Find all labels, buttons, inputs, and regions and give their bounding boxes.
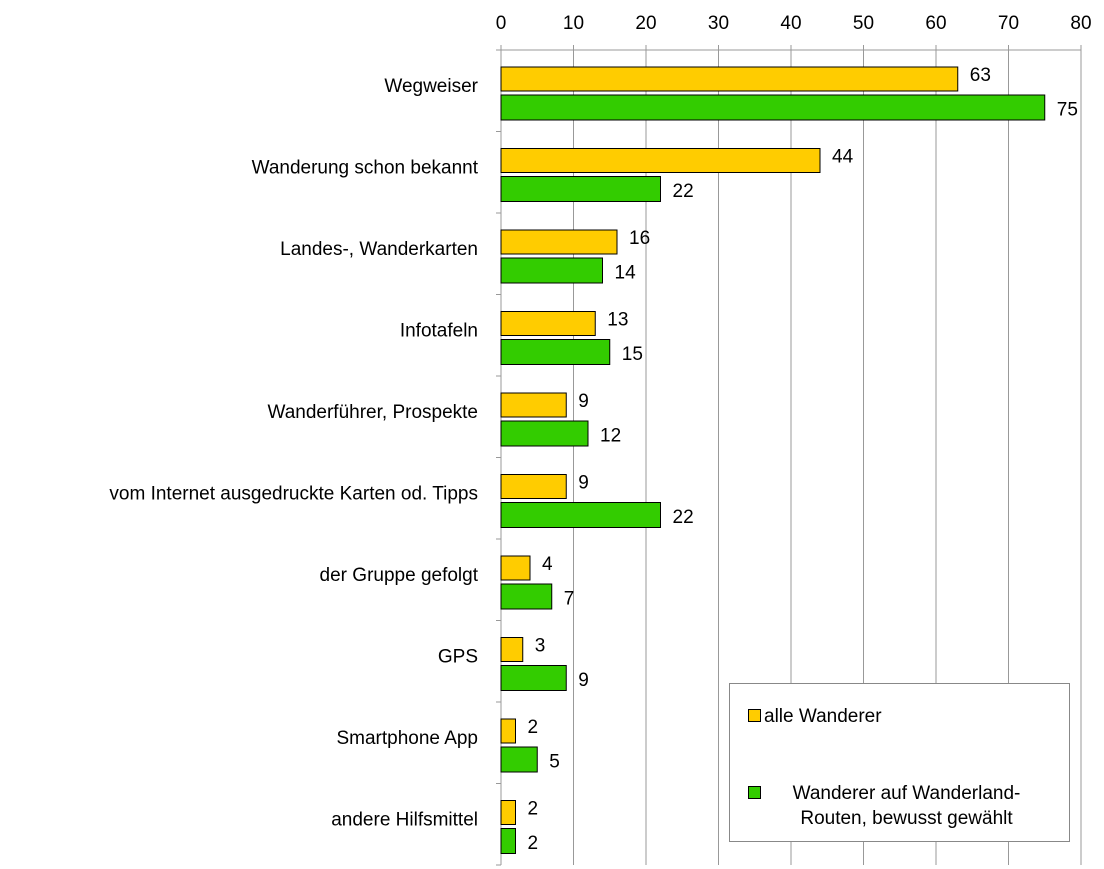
legend-entry: alle Wanderer (748, 704, 1058, 729)
legend: alle Wanderer Wanderer auf Wanderland-Rou… (729, 683, 1070, 842)
bar (500, 311, 596, 336)
data-label: 15 (622, 344, 643, 365)
legend-label: Wanderer auf Wanderland-Routen, bewusst … (792, 783, 1021, 829)
data-label: 13 (607, 310, 628, 331)
bar (500, 746, 538, 773)
y-tick-label: vom Internet ausgedruckte Karten od. Tip… (109, 483, 478, 504)
bar (500, 229, 618, 255)
x-tick-label: 60 (925, 13, 946, 34)
bar (500, 583, 553, 610)
x-tick-label: 70 (998, 13, 1019, 34)
bar (500, 555, 531, 581)
data-label: 63 (970, 65, 991, 86)
data-label: 2 (528, 799, 539, 820)
y-tick-label: andere Hilfsmittel (331, 809, 478, 830)
data-label: 9 (578, 391, 589, 412)
y-tick-label: Infotafeln (400, 320, 478, 341)
data-label: 16 (629, 228, 650, 249)
data-label: 7 (564, 589, 575, 610)
x-tick-label: 30 (708, 13, 729, 34)
data-label: 9 (578, 670, 589, 691)
y-tick-label: Wanderführer, Prospekte (267, 402, 478, 423)
data-label: 75 (1057, 100, 1078, 121)
bar (500, 637, 524, 662)
x-tick-label: 20 (635, 13, 656, 34)
x-tick-label: 40 (780, 13, 801, 34)
x-tick-label: 0 (496, 13, 507, 34)
data-label: 5 (549, 752, 560, 773)
x-tick-label: 50 (853, 13, 874, 34)
data-label: 44 (832, 147, 854, 168)
bar (500, 718, 516, 744)
legend-entry: Wanderer auf Wanderland-Routen, bewusst … (748, 781, 1058, 831)
bar (500, 94, 1046, 121)
bar (500, 665, 567, 691)
data-label: 2 (528, 717, 539, 738)
data-label: 14 (615, 263, 637, 284)
y-tick-label: Wegweiser (384, 76, 478, 97)
y-tick-label: Wanderung schon bekannt (252, 157, 479, 178)
legend-swatch (748, 786, 761, 799)
data-label: 4 (542, 554, 553, 575)
bar (500, 502, 661, 528)
bar (500, 420, 589, 447)
bar (500, 257, 603, 284)
bar (500, 339, 611, 365)
data-label: 12 (600, 426, 621, 447)
bar (500, 66, 959, 92)
x-tick-label: 80 (1070, 13, 1091, 34)
bar (500, 828, 516, 854)
legend-swatch (748, 709, 761, 722)
y-tick-label: Smartphone App (336, 728, 478, 749)
bar (500, 176, 661, 202)
bar (500, 800, 516, 825)
y-tick-label: GPS (438, 646, 478, 667)
bar (500, 474, 567, 499)
data-label: 2 (528, 833, 539, 854)
data-label: 22 (673, 507, 694, 528)
y-tick-label: der Gruppe gefolgt (320, 565, 479, 586)
data-label: 22 (673, 181, 694, 202)
bar (500, 148, 821, 173)
legend-label: alle Wanderer (764, 706, 882, 727)
data-label: 9 (578, 473, 589, 494)
x-tick-label: 10 (563, 13, 584, 34)
bar (500, 392, 567, 418)
y-tick-label: Landes-, Wanderkarten (280, 239, 478, 260)
data-label: 3 (535, 636, 546, 657)
